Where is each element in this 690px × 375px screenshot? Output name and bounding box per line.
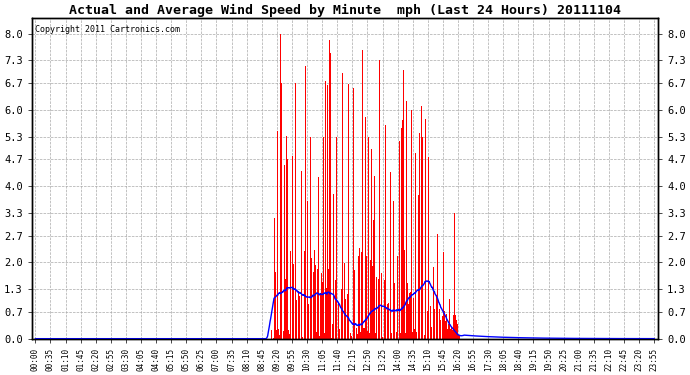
Text: Copyright 2011 Cartronics.com: Copyright 2011 Cartronics.com (35, 25, 180, 34)
Title: Actual and Average Wind Speed by Minute  mph (Last 24 Hours) 20111104: Actual and Average Wind Speed by Minute … (69, 4, 621, 17)
